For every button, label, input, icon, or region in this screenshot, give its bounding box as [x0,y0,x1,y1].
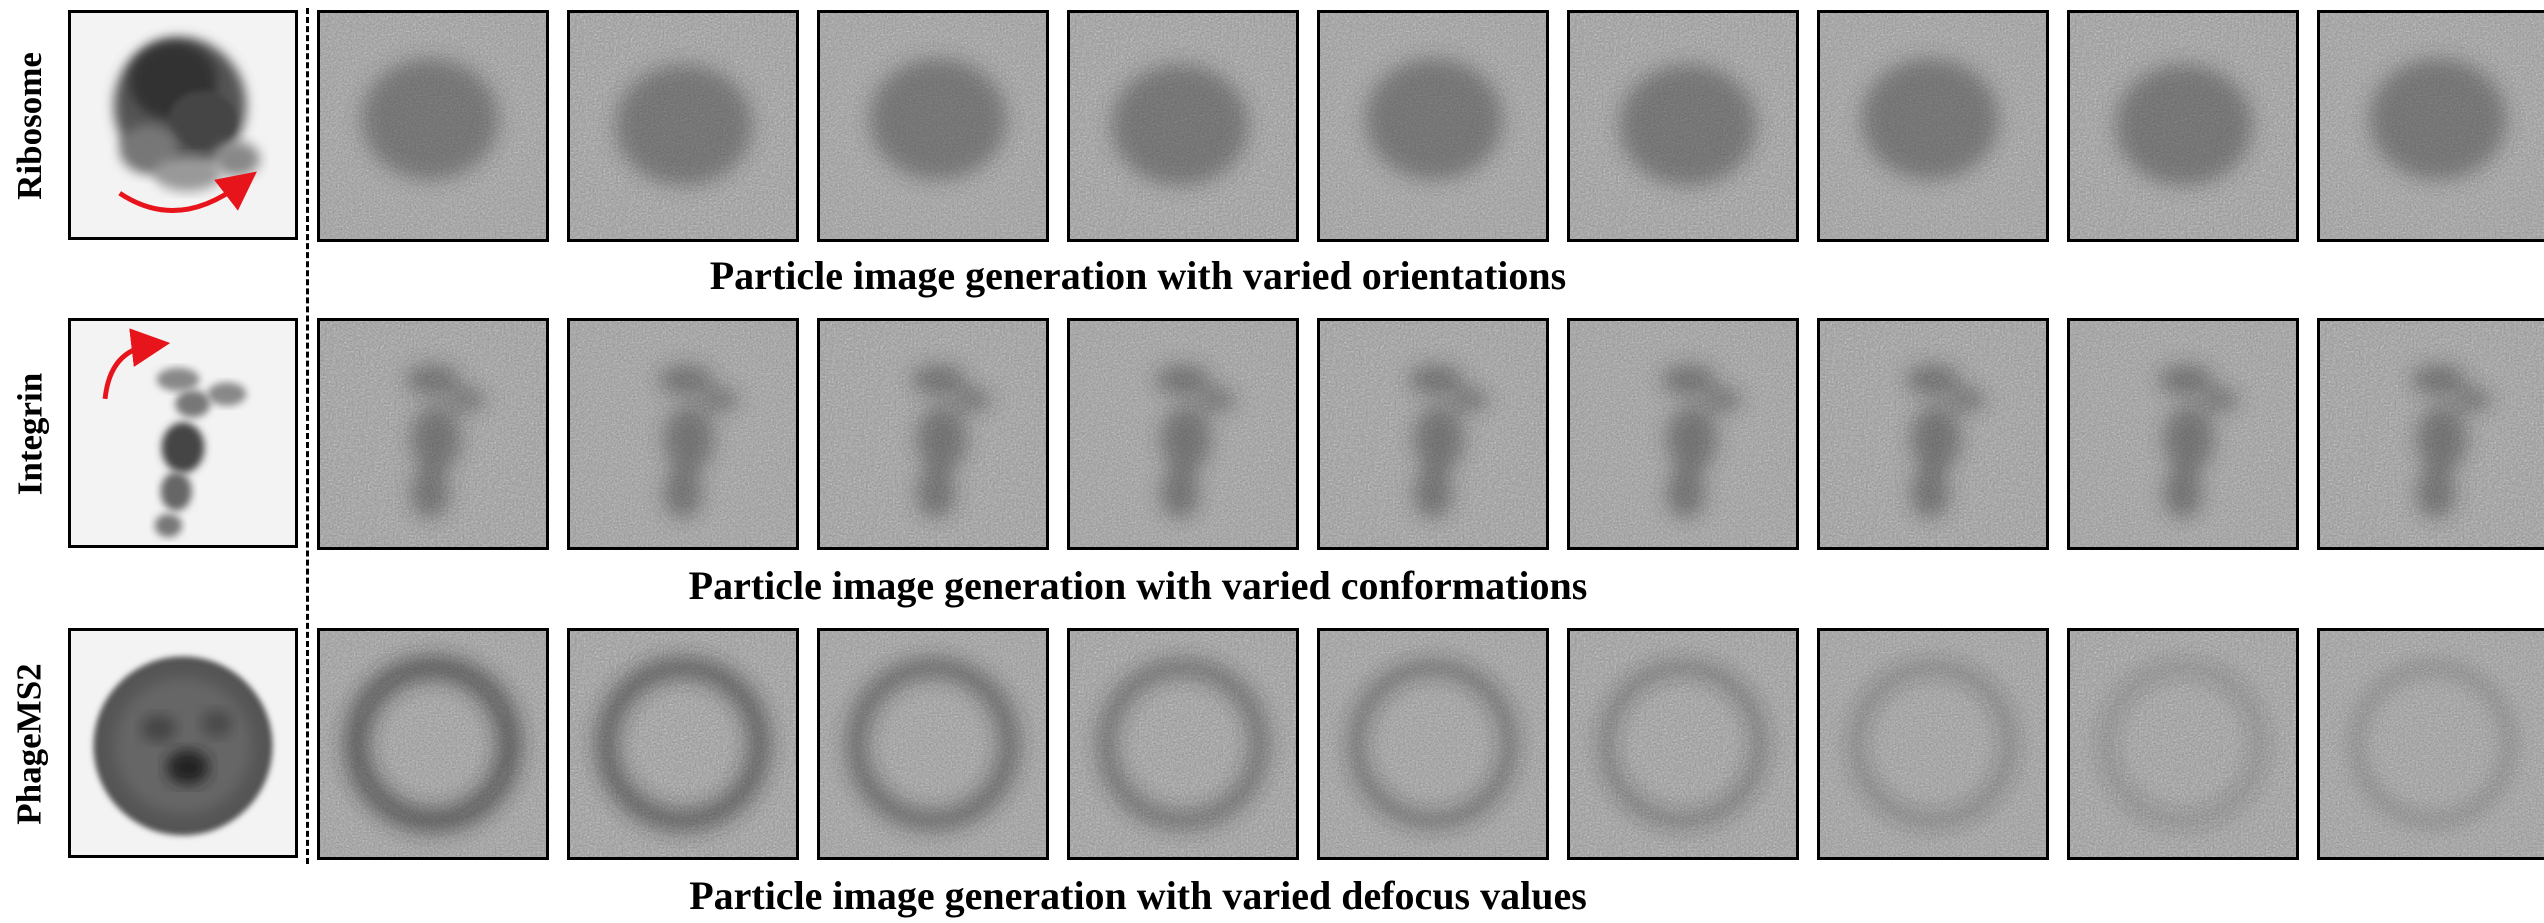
noise-particle-graphic [570,321,796,547]
integrin-density-map [71,321,295,545]
phagems2-density-map [71,631,295,855]
phagems2-particle-image [1067,628,1299,860]
integrin-particle-image [2317,318,2544,550]
ribosome-particle-image [2067,10,2299,242]
noise-particle-graphic [320,321,546,547]
row-label-integrin: Integrin [0,318,60,550]
noise-particle-graphic [1070,631,1296,857]
noise-particle-graphic [1070,13,1296,239]
row-caption-orientations: Particle image generation with varied or… [709,253,1567,298]
phagems2-particle-image [567,628,799,860]
ribosome-particle-image [567,10,799,242]
rotation-arrow-icon [118,171,257,213]
noise-particle-graphic [820,631,1046,857]
integrin-particle-image [317,318,549,550]
phagems2-particle-image [1317,628,1549,860]
ribosome-particle-image [1567,10,1799,242]
row-label-text: Ribosome [10,52,49,200]
ribosome-particle-image [2317,10,2544,242]
noise-particle-graphic [1570,631,1796,857]
noise-particle-graphic [2070,631,2296,857]
phagems2-particle-image [2317,628,2544,860]
noise-particle-graphic [1570,13,1796,239]
ribosome-particle-image [317,10,549,242]
ribosome-density-map [71,13,295,237]
row-caption-defocus: Particle image generation with varied de… [689,873,1587,918]
ribosome-particle-image [1067,10,1299,242]
ribosome-particle-image [1317,10,1549,242]
integrin-reference-image [68,318,298,548]
noise-particle-graphic [1070,321,1296,547]
phagems2-particle-image [317,628,549,860]
noise-particle-graphic [820,13,1046,239]
noise-particle-graphic [820,321,1046,547]
phagems2-reference-image [68,628,298,858]
row-label-text: Integrin [10,372,49,496]
noise-particle-graphic [320,13,546,239]
noise-particle-graphic [1820,631,2046,857]
row-label-ribosome: Ribosome [0,10,60,242]
noise-particle-graphic [1320,13,1546,239]
integrin-particle-image [1567,318,1799,550]
phagems2-particle-image [2067,628,2299,860]
noise-particle-graphic [2320,631,2544,857]
noise-particle-graphic [320,631,546,857]
integrin-particle-image [567,318,799,550]
integrin-particle-image [2067,318,2299,550]
phagems2-particle-image [1567,628,1799,860]
integrin-particle-image [1067,318,1299,550]
ribosome-reference-image [68,10,298,240]
noise-particle-graphic [1820,321,2046,547]
integrin-particle-image [1317,318,1549,550]
noise-particle-graphic [1320,321,1546,547]
ribosome-particle-image [817,10,1049,242]
noise-particle-graphic [1320,631,1546,857]
noise-particle-graphic [2320,321,2544,547]
ribosome-particle-image [1817,10,2049,242]
phagems2-particle-image [817,628,1049,860]
rotation-arrow-icon [102,328,171,400]
noise-particle-graphic [570,631,796,857]
noise-particle-graphic [570,13,796,239]
phagems2-particle-image [1817,628,2049,860]
row-label-text: PhageMS2 [10,663,50,825]
noise-particle-graphic [2070,13,2296,239]
dashed-divider [306,8,309,864]
row-label-phagems2: PhageMS2 [0,628,60,860]
integrin-particle-image [1817,318,2049,550]
integrin-particle-image [817,318,1049,550]
noise-particle-graphic [2070,321,2296,547]
row-caption-conformations: Particle image generation with varied co… [688,563,1588,608]
noise-particle-graphic [2320,13,2544,239]
noise-particle-graphic [1820,13,2046,239]
noise-particle-graphic [1570,321,1796,547]
